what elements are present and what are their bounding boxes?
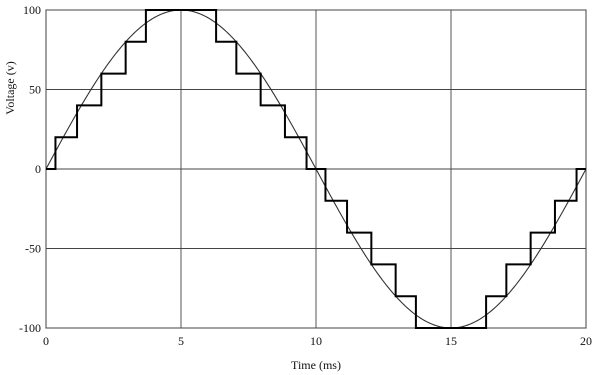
y-tick-label: -50 — [25, 242, 41, 256]
x-tick-label: 20 — [580, 334, 592, 348]
y-axis-label: Voltage (v) — [3, 61, 17, 114]
staircase-approximation-line — [46, 9, 586, 329]
x-axis-label: Time (ms) — [291, 358, 341, 372]
y-tick-label: 100 — [23, 3, 41, 17]
y-tick-label: -100 — [19, 321, 41, 335]
y-tick-label: 0 — [35, 162, 41, 176]
x-tick-label: 10 — [310, 334, 322, 348]
x-tick-label: 5 — [178, 334, 184, 348]
grid-lines — [45, 9, 587, 329]
x-tick-label: 0 — [43, 334, 49, 348]
x-tick-label: 15 — [445, 334, 457, 348]
y-tick-label: 50 — [29, 83, 41, 97]
tick-labels: 0 5 10 15 20 100 50 0 -50 -100 — [19, 3, 592, 348]
data-series — [45, 9, 587, 329]
